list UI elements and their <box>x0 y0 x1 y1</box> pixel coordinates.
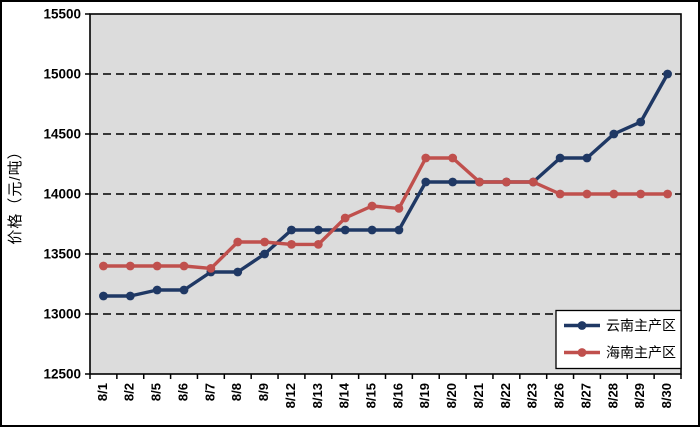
y-axis-title: 价格（元/吨） <box>7 143 24 244</box>
x-axis-label-8-20: 8/20 <box>444 383 459 408</box>
x-axis-label-8-13: 8/13 <box>310 383 325 408</box>
series-line-海南主产区 <box>101 156 670 271</box>
data-point-海南主产区-8-14 <box>340 213 350 223</box>
x-axis-label-8-2: 8/2 <box>122 383 137 401</box>
data-point-海南主产区-8-13 <box>313 240 323 249</box>
data-point-云南主产区-8-9 <box>260 249 270 259</box>
data-point-云南主产区-8-30 <box>663 69 672 79</box>
x-axis-label-8-28: 8/28 <box>605 383 620 408</box>
plot-border <box>89 13 682 375</box>
y-axis-label-12500: 12500 <box>43 367 81 382</box>
x-axis-label-8-29: 8/29 <box>632 383 647 408</box>
data-point-海南主产区-8-16 <box>394 204 404 213</box>
data-point-云南主产区-8-8 <box>233 267 243 277</box>
data-point-海南主产区-8-30 <box>663 189 672 199</box>
data-point-云南主产区-8-5 <box>152 285 162 295</box>
x-axis-label-8-1: 8/1 <box>95 383 110 401</box>
data-point-云南主产区-8-15 <box>367 225 377 235</box>
x-axis-label-8-14: 8/14 <box>337 382 352 408</box>
data-point-海南主产区-8-1 <box>99 261 108 271</box>
legend-box <box>555 309 682 370</box>
x-axis-label-8-7: 8/7 <box>202 383 217 401</box>
data-point-云南主产区-8-29 <box>636 117 646 127</box>
x-axis-label-8-9: 8/9 <box>256 383 271 401</box>
data-point-海南主产区-8-29 <box>636 189 646 199</box>
y-axis-label-15000: 15000 <box>43 67 81 82</box>
data-point-海南主产区-8-19 <box>421 153 431 163</box>
data-point-海南主产区-8-7 <box>206 264 216 273</box>
data-point-海南主产区-8-5 <box>152 261 162 271</box>
data-point-海南主产区-8-23 <box>528 177 538 187</box>
y-axis-label-15500: 15500 <box>43 7 81 22</box>
x-axis-label-8-12: 8/12 <box>283 383 298 408</box>
x-axis-label-8-8: 8/8 <box>229 383 244 401</box>
data-point-云南主产区-8-2 <box>125 291 135 301</box>
data-point-海南主产区-8-8 <box>233 237 243 247</box>
x-axis-label-8-15: 8/15 <box>364 383 379 408</box>
x-axis-label-8-23: 8/23 <box>525 383 540 408</box>
data-point-云南主产区-8-1 <box>99 291 108 301</box>
legend-label-云南主产区: 云南主产区 <box>606 318 676 334</box>
x-axis-label-8-21: 8/21 <box>471 383 486 408</box>
legend-marker-海南主产区 <box>577 348 587 357</box>
x-axis-label-8-19: 8/19 <box>417 383 432 408</box>
data-point-云南主产区-8-20 <box>448 177 458 187</box>
data-point-海南主产区-8-2 <box>125 261 135 271</box>
x-axis-label-8-27: 8/27 <box>578 383 593 408</box>
data-point-海南主产区-8-22 <box>501 177 511 187</box>
y-axis-label-14500: 14500 <box>43 127 81 142</box>
data-point-云南主产区-8-6 <box>179 285 189 295</box>
data-point-海南主产区-8-26 <box>555 189 565 199</box>
x-axis-label-8-6: 8/6 <box>175 383 190 401</box>
data-point-海南主产区-8-9 <box>260 237 270 247</box>
data-point-海南主产区-8-6 <box>179 261 189 271</box>
data-point-云南主产区-8-27 <box>582 153 592 163</box>
x-axis-label-8-16: 8/16 <box>390 383 405 408</box>
data-point-海南主产区-8-15 <box>367 201 377 211</box>
data-point-海南主产区-8-12 <box>287 240 296 249</box>
series-line-云南主产区 <box>101 72 670 298</box>
data-point-云南主产区-8-28 <box>609 129 619 139</box>
x-axis-label-8-22: 8/22 <box>498 383 513 408</box>
data-point-云南主产区-8-26 <box>555 153 565 163</box>
x-axis-label-8-30: 8/30 <box>659 383 674 408</box>
x-axis-label-8-26: 8/26 <box>552 383 567 408</box>
data-point-云南主产区-8-16 <box>394 225 404 235</box>
data-point-云南主产区-8-12 <box>287 225 296 235</box>
data-point-海南主产区-8-21 <box>475 177 484 187</box>
legend-marker-云南主产区 <box>577 321 587 330</box>
data-point-海南主产区-8-28 <box>609 189 619 199</box>
y-axis-label-14000: 14000 <box>43 187 81 202</box>
data-point-云南主产区-8-14 <box>340 225 350 235</box>
legend-label-海南主产区: 海南主产区 <box>606 345 676 361</box>
data-point-云南主产区-8-13 <box>313 225 323 235</box>
y-axis-label-13000: 13000 <box>43 307 81 322</box>
data-point-海南主产区-8-20 <box>448 153 458 163</box>
data-point-海南主产区-8-27 <box>582 189 592 199</box>
x-axis-label-8-5: 8/5 <box>149 383 164 401</box>
data-point-云南主产区-8-19 <box>421 177 431 187</box>
y-axis-label-13500: 13500 <box>43 247 81 262</box>
